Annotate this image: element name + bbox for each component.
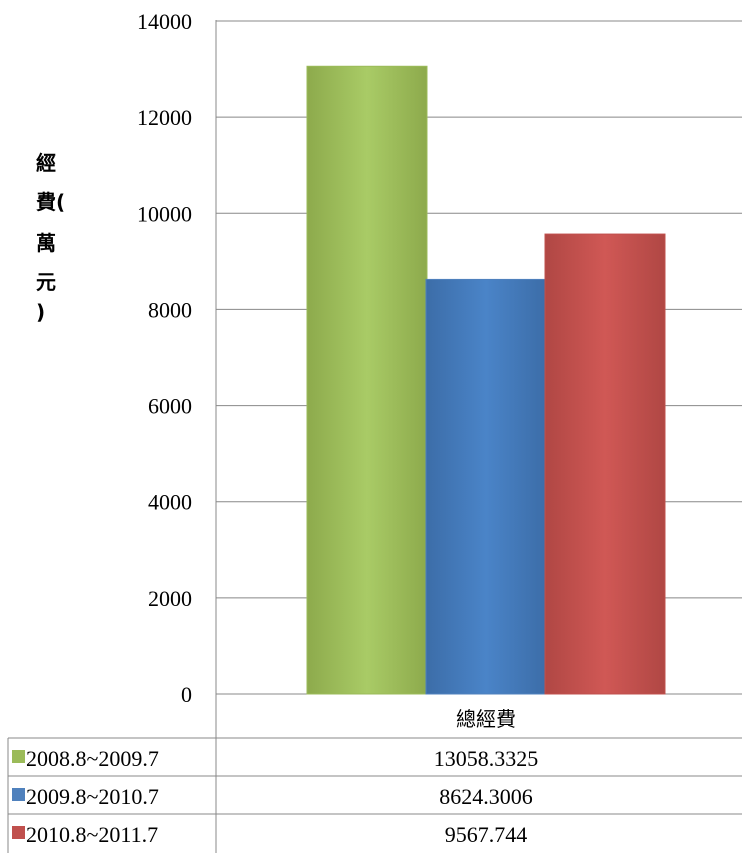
legend-label: 2010.8~2011.7: [26, 822, 158, 847]
x-category-label: 總經費: [456, 707, 516, 731]
bar-2009.8~2010.7: [425, 278, 547, 695]
y-axis-label-char: 經: [36, 151, 56, 175]
legend-key: [12, 826, 25, 839]
y-tick-label: 6000: [148, 394, 192, 419]
legend-label: 2009.8~2010.7: [26, 784, 159, 809]
legend-label: 2008.8~2009.7: [26, 746, 159, 771]
data-table: 2008.8~2009.7 13058.3325 2009.8~2010.7 8624…: [7, 694, 742, 853]
y-axis-label-char: 萬: [36, 231, 56, 255]
y-axis-ticks: 0 2000 4000 6000 8000 10000 12000 14000: [137, 9, 192, 707]
data-label: 8624.3006: [439, 784, 533, 809]
y-axis-label-char: ): [36, 300, 45, 324]
y-tick-label: 4000: [148, 490, 192, 515]
y-tick-label: 2000: [148, 586, 192, 611]
y-axis-label: 經費( 萬元): [36, 151, 65, 324]
data-label: 9567.744: [445, 822, 528, 847]
data-label: 13058.3325: [434, 746, 539, 771]
y-tick-label: 8000: [148, 297, 192, 322]
bars: [306, 65, 666, 695]
bar-2010.8~2011.7: [544, 233, 666, 695]
bar-2008.8~2009.7: [306, 65, 428, 695]
y-axis-label-char: 費(: [36, 190, 65, 214]
y-tick-label: 14000: [137, 9, 192, 34]
y-axis-label-char: 元: [36, 270, 56, 294]
y-tick-label: 10000: [137, 201, 192, 226]
y-tick-label: 0: [181, 682, 192, 707]
legend-key: [12, 750, 25, 763]
legend-key: [12, 788, 25, 801]
y-tick-label: 12000: [137, 105, 192, 130]
